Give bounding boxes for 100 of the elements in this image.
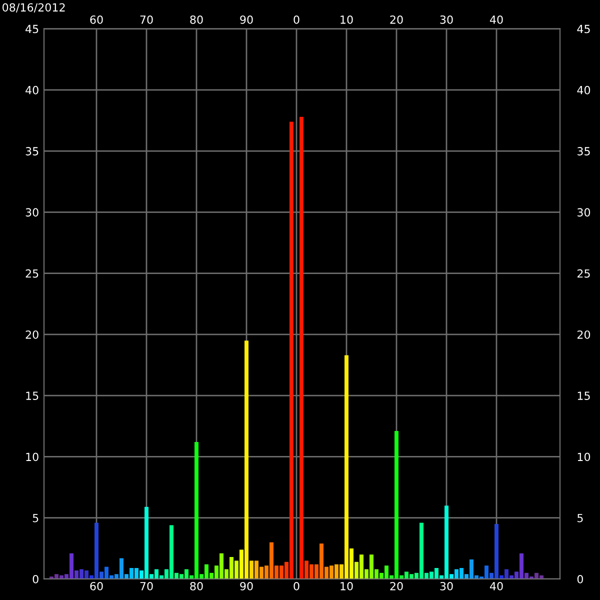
category-label: 90 bbox=[240, 15, 253, 24]
y2-tick-label: 40 bbox=[577, 86, 590, 94]
bar bbox=[104, 566, 108, 579]
bar bbox=[230, 556, 234, 579]
bar bbox=[280, 566, 284, 579]
category-label: 70 bbox=[140, 15, 153, 24]
category-label: 20 bbox=[390, 15, 403, 24]
bar bbox=[464, 574, 468, 579]
bar bbox=[80, 569, 84, 579]
bar bbox=[334, 564, 338, 579]
bar bbox=[214, 566, 218, 579]
bar bbox=[460, 568, 464, 579]
x-tick-label: 70 bbox=[140, 582, 153, 590]
bar bbox=[100, 572, 104, 579]
bar bbox=[120, 558, 124, 579]
bar bbox=[270, 542, 274, 579]
bar bbox=[290, 122, 294, 579]
y-tick-label: 35 bbox=[26, 147, 38, 156]
bar bbox=[154, 569, 158, 579]
bar bbox=[450, 574, 454, 579]
bar bbox=[414, 572, 418, 579]
bar bbox=[84, 570, 88, 579]
bar bbox=[330, 566, 334, 579]
bar bbox=[204, 564, 208, 579]
bar bbox=[220, 553, 224, 579]
bar bbox=[234, 560, 238, 579]
y2-tick-label: 10 bbox=[578, 452, 590, 462]
bar bbox=[430, 572, 434, 579]
bar bbox=[70, 553, 74, 579]
x-tick-label: 10 bbox=[340, 582, 353, 590]
bar bbox=[184, 569, 188, 579]
bar bbox=[304, 560, 308, 579]
bar bbox=[404, 572, 408, 579]
bar bbox=[434, 568, 438, 579]
category-label: 80 bbox=[190, 15, 203, 24]
bar bbox=[360, 554, 364, 579]
y2-tick-label: 20 bbox=[577, 330, 590, 339]
bar bbox=[134, 568, 138, 579]
bar bbox=[514, 572, 518, 579]
bar bbox=[424, 572, 428, 579]
y2-tick-label: 25 bbox=[577, 269, 590, 278]
category-label: 40 bbox=[490, 15, 503, 24]
bar bbox=[140, 570, 144, 579]
y-tick-label: 15 bbox=[26, 392, 38, 400]
bar bbox=[284, 562, 288, 579]
y2-tick-label: 45 bbox=[577, 24, 590, 34]
bar bbox=[114, 574, 118, 579]
bar bbox=[180, 574, 184, 579]
x-tick-label: 90 bbox=[240, 582, 253, 590]
bar bbox=[524, 572, 528, 579]
bar bbox=[310, 564, 314, 579]
bar bbox=[194, 442, 198, 579]
bar bbox=[384, 566, 388, 579]
bar bbox=[340, 564, 344, 579]
x-tick-label: 80 bbox=[190, 582, 203, 590]
bar bbox=[320, 544, 324, 579]
bar bbox=[520, 553, 524, 579]
category-label: 0 bbox=[294, 15, 300, 24]
y2-tick-label: 0 bbox=[577, 574, 583, 584]
bar bbox=[300, 116, 304, 579]
bar bbox=[420, 522, 424, 579]
bar bbox=[324, 566, 328, 579]
y2-tick-label: 30 bbox=[578, 208, 590, 217]
bar bbox=[350, 548, 354, 579]
bar bbox=[264, 566, 268, 579]
y-tick-label: 20 bbox=[26, 330, 38, 339]
y-tick-label: 25 bbox=[26, 269, 38, 278]
y2-tick-label: 15 bbox=[578, 392, 590, 400]
y-tick-label: 10 bbox=[26, 452, 38, 462]
x-tick-label: 20 bbox=[390, 582, 403, 590]
bar bbox=[454, 569, 458, 579]
bar bbox=[344, 355, 348, 579]
x-tick-label: 40 bbox=[490, 582, 503, 590]
bar bbox=[370, 554, 374, 579]
bar bbox=[380, 572, 384, 579]
x-tick-label: 60 bbox=[90, 582, 103, 590]
bar bbox=[494, 524, 498, 579]
y-tick-label: 40 bbox=[26, 86, 38, 94]
y2-tick-label: 35 bbox=[578, 147, 590, 156]
x-tick-label: 0 bbox=[294, 582, 300, 590]
category-label: 30 bbox=[440, 15, 453, 24]
bar bbox=[470, 559, 474, 579]
bar bbox=[224, 569, 228, 579]
y-tick-label: 30 bbox=[26, 208, 38, 217]
bar bbox=[200, 574, 204, 579]
category-label: 10 bbox=[340, 15, 353, 24]
bar bbox=[410, 574, 414, 579]
bar bbox=[94, 522, 98, 579]
y-tick-label: 5 bbox=[32, 514, 38, 522]
bar bbox=[64, 574, 68, 579]
bar bbox=[124, 574, 128, 579]
bar bbox=[484, 566, 488, 579]
bar bbox=[174, 572, 178, 579]
bar bbox=[490, 572, 494, 579]
y-tick-label: 0 bbox=[32, 574, 38, 584]
bar bbox=[170, 525, 174, 579]
bar bbox=[74, 570, 78, 579]
x-tick-label: 30 bbox=[440, 582, 453, 590]
bar bbox=[394, 431, 398, 579]
bar bbox=[314, 564, 318, 579]
